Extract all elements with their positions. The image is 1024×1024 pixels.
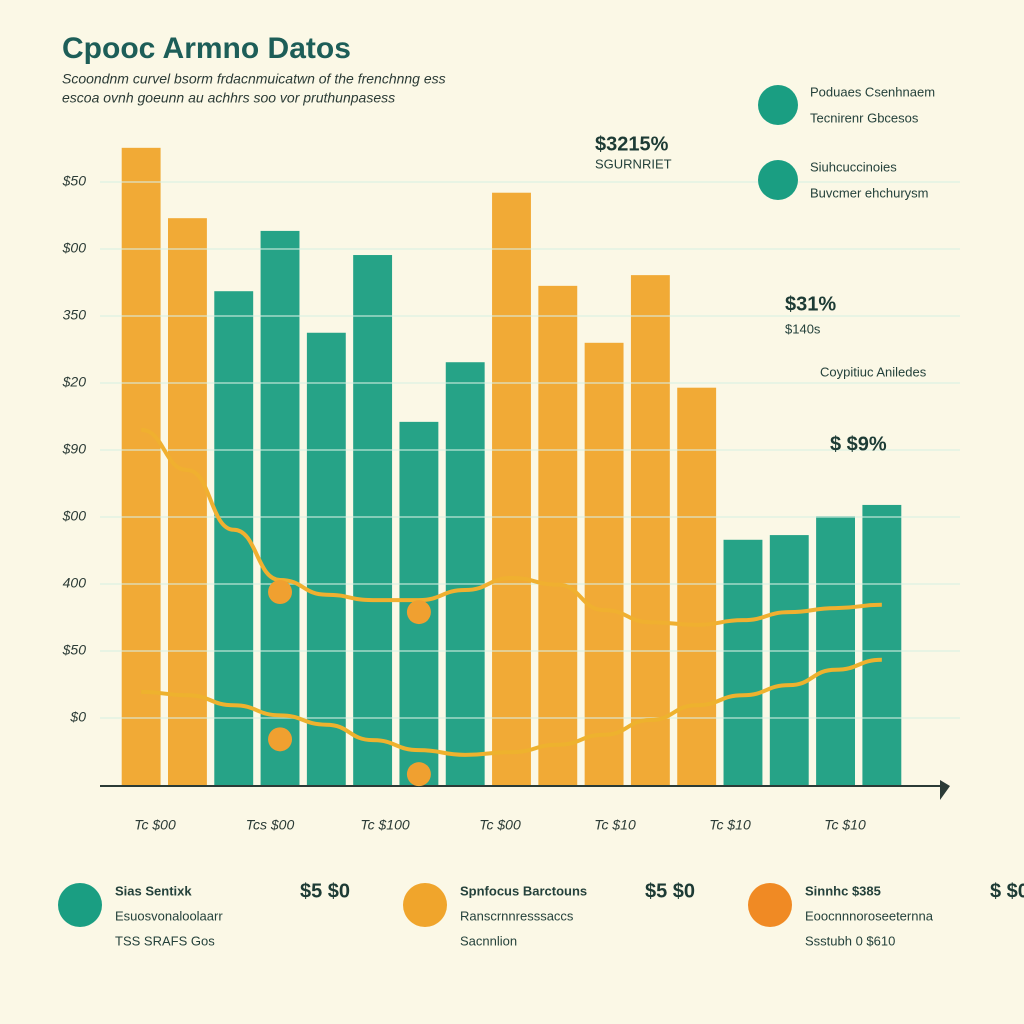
trend-line — [140, 427, 882, 627]
legend-text: Tecnirenr Gbcesos — [810, 110, 919, 125]
bar — [306, 332, 346, 785]
footer-note: Ssstubh 0 $610 — [805, 933, 895, 948]
callout-value: $ $9% — [830, 433, 887, 455]
y-tick-label: $00 — [62, 240, 87, 256]
chart-title: Cpooc Armno Datos — [62, 32, 351, 65]
callout-value: $31% — [785, 293, 836, 315]
footer-icon — [403, 883, 447, 927]
x-tick-label: Tcs $00 — [246, 817, 295, 833]
footer-value: $5 $0 — [300, 880, 350, 902]
y-tick-label: $90 — [62, 441, 87, 457]
footer-title: Sinnhc $385 — [805, 883, 881, 898]
bar — [677, 387, 717, 785]
x-tick-label: Tc $10 — [824, 817, 866, 833]
footer-text: Ranscrnnresssaccs — [460, 908, 574, 923]
footer-note: Sacnnlion — [460, 933, 517, 948]
footer-note: TSS SRAFS Gos — [115, 933, 215, 948]
bar — [769, 535, 809, 785]
x-tick-label: Tc $10 — [594, 817, 636, 833]
bar — [584, 342, 624, 785]
x-tick-label: Tc $00 — [134, 817, 176, 833]
bar — [121, 147, 161, 785]
subtitle: Scoondnm curvel bsorm frdacnmuicatwn of … — [62, 71, 446, 87]
bar — [260, 230, 300, 785]
y-tick-label: $50 — [62, 642, 87, 658]
legend-text: Buvcmer ehchurysm — [810, 185, 928, 200]
footer-value: $5 $0 — [645, 880, 695, 902]
callout-value: $3215% — [595, 133, 669, 155]
y-tick-label: $00 — [62, 508, 87, 524]
line-point — [268, 579, 293, 604]
callout-text: SGURNRIET — [595, 156, 672, 171]
footer-text: Eoocnnnoroseeternna — [805, 908, 934, 923]
legend-icon — [758, 160, 798, 200]
bar — [538, 285, 578, 785]
bar — [492, 192, 531, 786]
bar — [445, 362, 485, 785]
subtitle: escoa ovnh goeunn au achhrs soo vor prut… — [62, 90, 395, 106]
x-tick-label: Tc $10 — [709, 817, 751, 833]
legend-icon — [758, 85, 798, 125]
footer-icon — [58, 883, 102, 927]
trend-line — [141, 657, 882, 757]
footer-text: Esuosvonaloolaarr — [115, 908, 223, 923]
legend-label: Poduaes Csenhnaem — [810, 84, 935, 99]
bar — [167, 218, 207, 785]
y-tick-label: 400 — [63, 575, 87, 591]
y-tick-label: $0 — [69, 709, 86, 725]
bar — [630, 275, 670, 785]
x-tick-label: Tc $100 — [360, 817, 410, 833]
bar — [862, 504, 902, 785]
bar — [353, 255, 393, 785]
axis-arrow — [940, 780, 950, 800]
y-tick-label: $20 — [62, 374, 87, 390]
x-tick-label: Tc $00 — [479, 817, 521, 833]
line-point — [406, 600, 431, 625]
legend-label: Siuhcuccinoies — [810, 159, 897, 174]
y-tick-label: $50 — [62, 173, 87, 189]
y-tick-label: 350 — [63, 307, 87, 323]
footer-icon — [748, 883, 792, 927]
callout-text: Coypitiuc Aniledes — [820, 364, 927, 379]
callout-text: $140s — [785, 321, 821, 336]
footer-title: Sias Sentixk — [115, 883, 192, 898]
line-point — [406, 762, 431, 787]
footer-title: Spnfocus Barctouns — [460, 883, 587, 898]
footer-value: $ $0 — [990, 880, 1024, 902]
bar — [723, 539, 763, 785]
line-point — [268, 727, 293, 752]
